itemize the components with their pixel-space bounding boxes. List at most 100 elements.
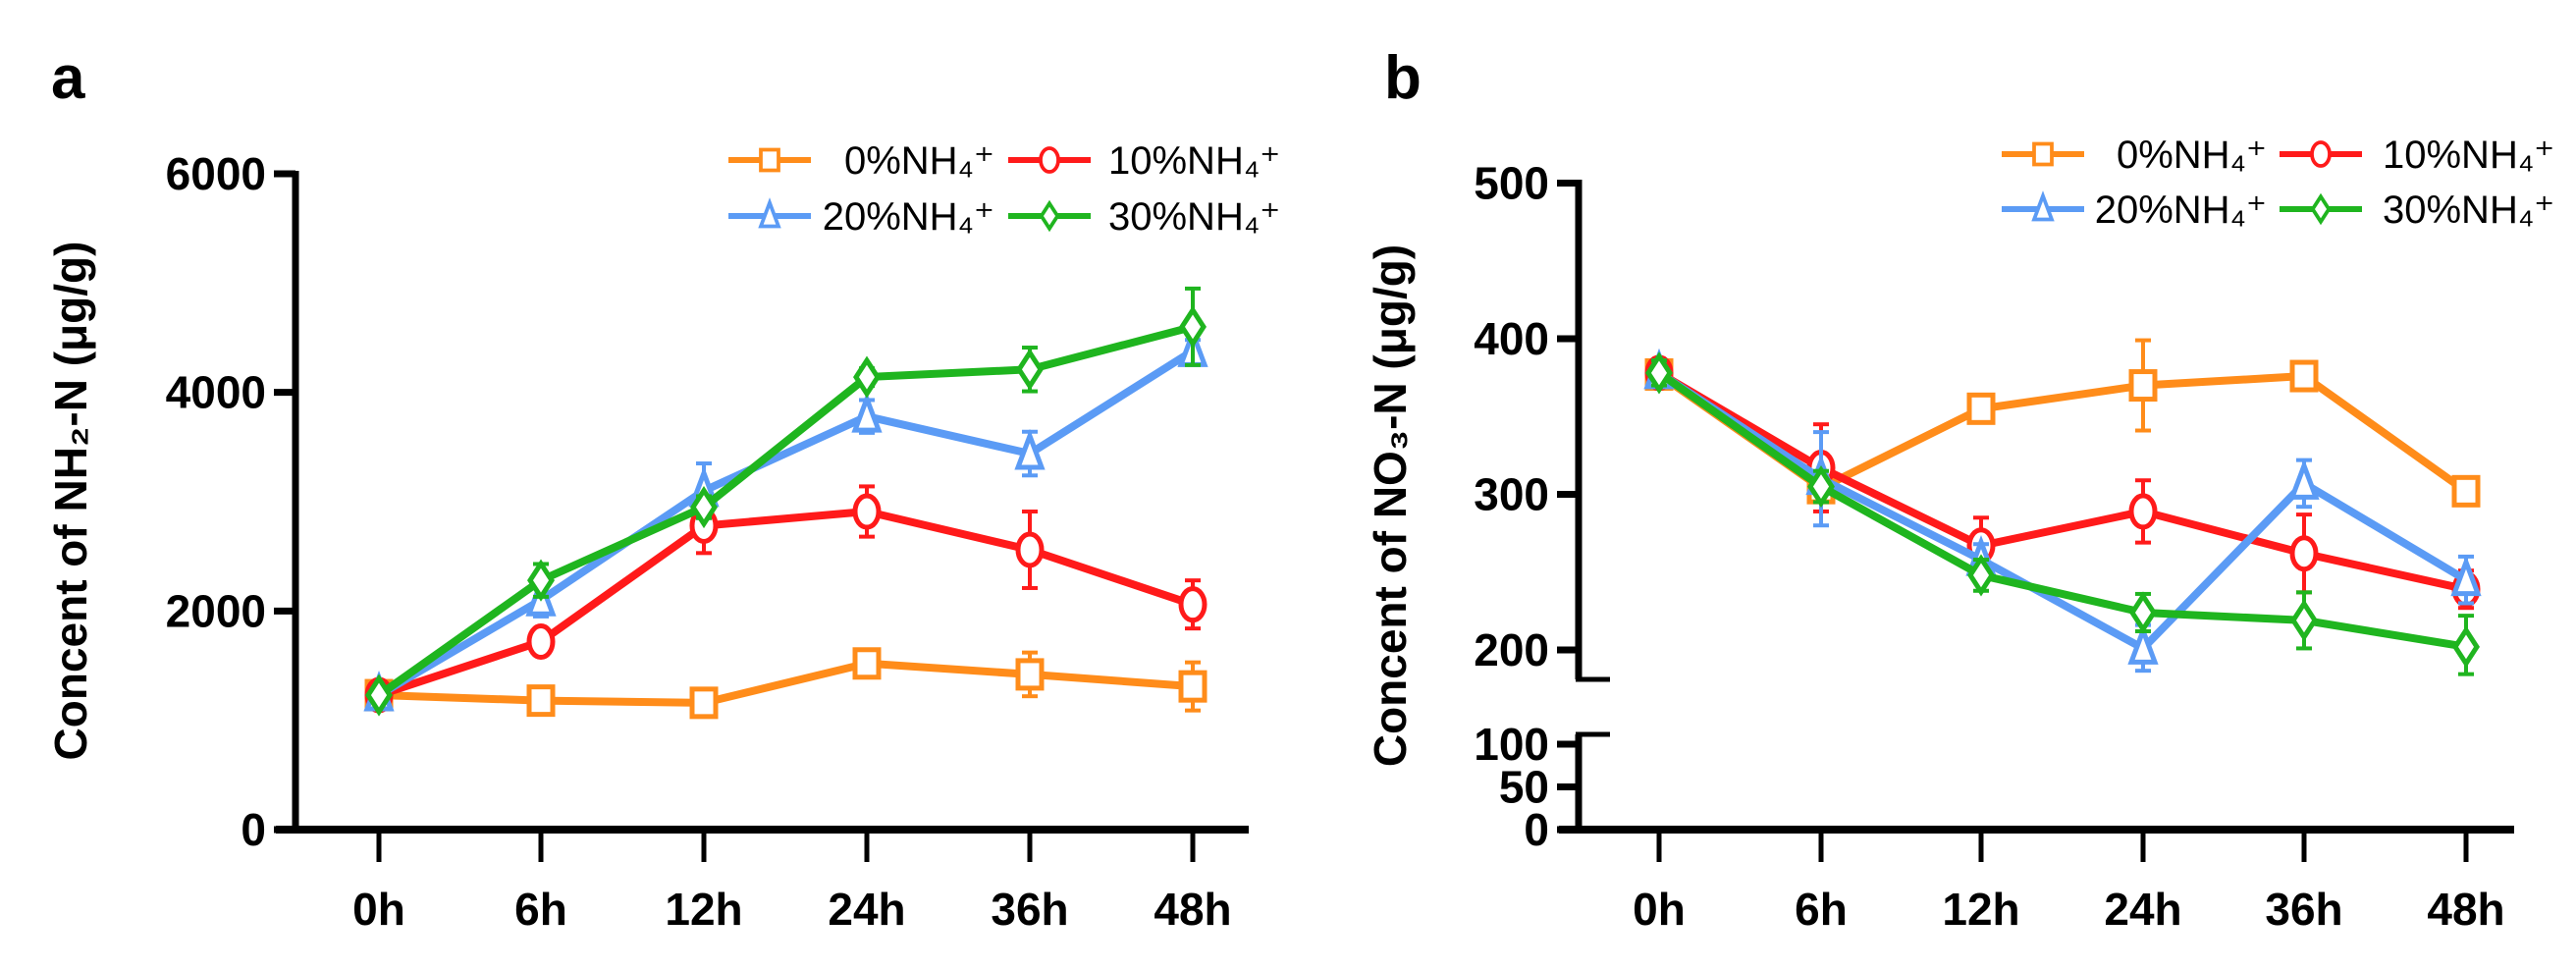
series-1 bbox=[364, 484, 1208, 714]
legend-item: 30%NH₄⁺ bbox=[1008, 195, 1280, 239]
legend-marker bbox=[2310, 192, 2332, 226]
data-point bbox=[1966, 392, 1996, 425]
series-0 bbox=[1644, 338, 2481, 508]
series-line bbox=[377, 508, 1195, 699]
series-3 bbox=[1645, 351, 2480, 676]
y-tick-label: 0 bbox=[241, 804, 266, 855]
y-axis-title-a: Concent of NH₂-N (μg/g) bbox=[45, 242, 96, 761]
series-line bbox=[1656, 369, 2469, 653]
data-point bbox=[851, 392, 883, 433]
data-point bbox=[1016, 348, 1044, 391]
y-tick-label: 400 bbox=[1474, 313, 1549, 364]
x-tick-label: 48h bbox=[1154, 884, 1231, 935]
series-3 bbox=[365, 286, 1207, 717]
legend-label: 20%NH₄⁺ bbox=[2095, 189, 2267, 232]
legend-marker bbox=[1039, 199, 1060, 233]
legend-marker bbox=[758, 197, 781, 229]
data-point bbox=[2128, 369, 2158, 403]
data-point bbox=[1178, 586, 1208, 623]
x-tick-label: 48h bbox=[2427, 884, 2504, 935]
legend-label: 0%NH₄⁺ bbox=[2117, 134, 2267, 177]
panel-label-b: b bbox=[1384, 44, 1422, 112]
legend-marker bbox=[2032, 141, 2054, 167]
series-2 bbox=[1643, 348, 2482, 674]
x-tick-label: 0h bbox=[1633, 884, 1686, 935]
data-point bbox=[1014, 428, 1046, 470]
x-tick-label: 12h bbox=[1942, 884, 2019, 935]
y-tick-label: 100 bbox=[1474, 719, 1549, 770]
data-point bbox=[2289, 359, 2319, 393]
legend-item: 0%NH₄⁺ bbox=[2002, 134, 2267, 177]
series-0 bbox=[364, 647, 1208, 720]
axes: 0 2000 4000 6000 0h 6h 12h 24h 36h 48h bbox=[166, 148, 1249, 935]
x-tick-label: 6h bbox=[514, 884, 567, 935]
legend-item: 20%NH₄⁺ bbox=[2002, 189, 2267, 232]
y-tick-label: 200 bbox=[1474, 624, 1549, 675]
data-point bbox=[527, 559, 555, 602]
legend-label: 30%NH₄⁺ bbox=[2383, 189, 2554, 232]
legend-item: 10%NH₄⁺ bbox=[2280, 134, 2554, 177]
series-line bbox=[1656, 369, 2467, 651]
x-tick-label: 36h bbox=[2265, 884, 2342, 935]
x-tick-label: 24h bbox=[2104, 884, 2181, 935]
data-point bbox=[1645, 351, 1673, 395]
legend-item: 0%NH₄⁺ bbox=[728, 139, 994, 183]
series-line bbox=[1656, 371, 2469, 495]
legend-marker bbox=[2031, 190, 2055, 222]
y-axis-title-b: Concent of NO₃-N (μg/g) bbox=[1365, 244, 1416, 767]
x-tick-label: 12h bbox=[665, 884, 742, 935]
data-point bbox=[2128, 493, 2158, 530]
x-tick-label: 24h bbox=[828, 884, 905, 935]
data-point bbox=[852, 647, 882, 680]
y-tick-label: 0 bbox=[1524, 804, 1549, 855]
legend-marker bbox=[2310, 140, 2332, 168]
series-line bbox=[378, 659, 1194, 707]
data-point bbox=[1015, 531, 1045, 568]
data-point bbox=[1967, 554, 1995, 597]
legend-marker bbox=[759, 147, 780, 173]
data-point bbox=[852, 493, 882, 530]
legend-label: 20%NH₄⁺ bbox=[823, 195, 994, 239]
legend-label: 10%NH₄⁺ bbox=[2383, 134, 2554, 177]
data-point bbox=[2290, 599, 2318, 642]
panel-label-a: a bbox=[51, 44, 85, 112]
legend-label: 30%NH₄⁺ bbox=[1108, 195, 1280, 239]
y-tick-label: 6000 bbox=[166, 148, 266, 199]
y-tick-label: 2000 bbox=[166, 585, 266, 636]
data-point bbox=[2127, 623, 2159, 665]
data-point bbox=[2289, 535, 2319, 572]
legend-item: 10%NH₄⁺ bbox=[1008, 139, 1280, 183]
x-tick-label: 0h bbox=[352, 884, 405, 935]
y-tick-label: 500 bbox=[1474, 158, 1549, 209]
x-tick-label: 6h bbox=[1795, 884, 1848, 935]
series-line bbox=[376, 347, 1196, 699]
data-point bbox=[526, 684, 556, 718]
chart-a-nh2n: a Concent of NH₂-N (μg/g) 02000400060000… bbox=[45, 44, 1280, 935]
data-point bbox=[2129, 591, 2157, 634]
data-point bbox=[2288, 458, 2320, 500]
data-point bbox=[689, 686, 719, 720]
legend-marker bbox=[1039, 146, 1060, 174]
data-point bbox=[853, 355, 881, 399]
series-line bbox=[1656, 369, 2467, 594]
x-tick-label: 36h bbox=[991, 884, 1068, 935]
data-point bbox=[1178, 670, 1208, 703]
data-point bbox=[1015, 658, 1045, 691]
data-point bbox=[690, 485, 718, 529]
data-point bbox=[1179, 305, 1207, 349]
series-line bbox=[376, 322, 1195, 699]
legend: 0%NH₄⁺ 10%NH₄⁺ 20%NH₄⁺ 30%NH₄⁺ bbox=[728, 139, 1280, 239]
legend-label: 0%NH₄⁺ bbox=[844, 139, 994, 183]
data-point bbox=[526, 623, 556, 661]
legend-label: 10%NH₄⁺ bbox=[1108, 139, 1280, 183]
data-point bbox=[2451, 474, 2481, 508]
y-tick-label: 4000 bbox=[166, 367, 266, 418]
data-point bbox=[2452, 625, 2480, 669]
legend-item: 20%NH₄⁺ bbox=[728, 195, 994, 239]
y-tick-label: 50 bbox=[1499, 762, 1549, 813]
data-point bbox=[1807, 464, 1835, 509]
